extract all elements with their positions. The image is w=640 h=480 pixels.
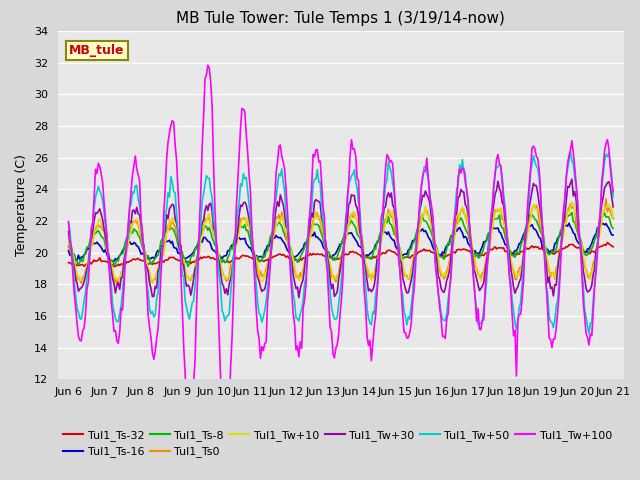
Legend: Tul1_Ts-32, Tul1_Ts-16, Tul1_Ts-8, Tul1_Ts0, Tul1_Tw+10, Tul1_Tw+30, Tul1_Tw+50,: Tul1_Ts-32, Tul1_Ts-16, Tul1_Ts-8, Tul1_… <box>63 430 612 457</box>
Y-axis label: Temperature (C): Temperature (C) <box>15 154 28 256</box>
Text: MB_tule: MB_tule <box>69 44 124 57</box>
Title: MB Tule Tower: Tule Temps 1 (3/19/14-now): MB Tule Tower: Tule Temps 1 (3/19/14-now… <box>177 11 505 26</box>
